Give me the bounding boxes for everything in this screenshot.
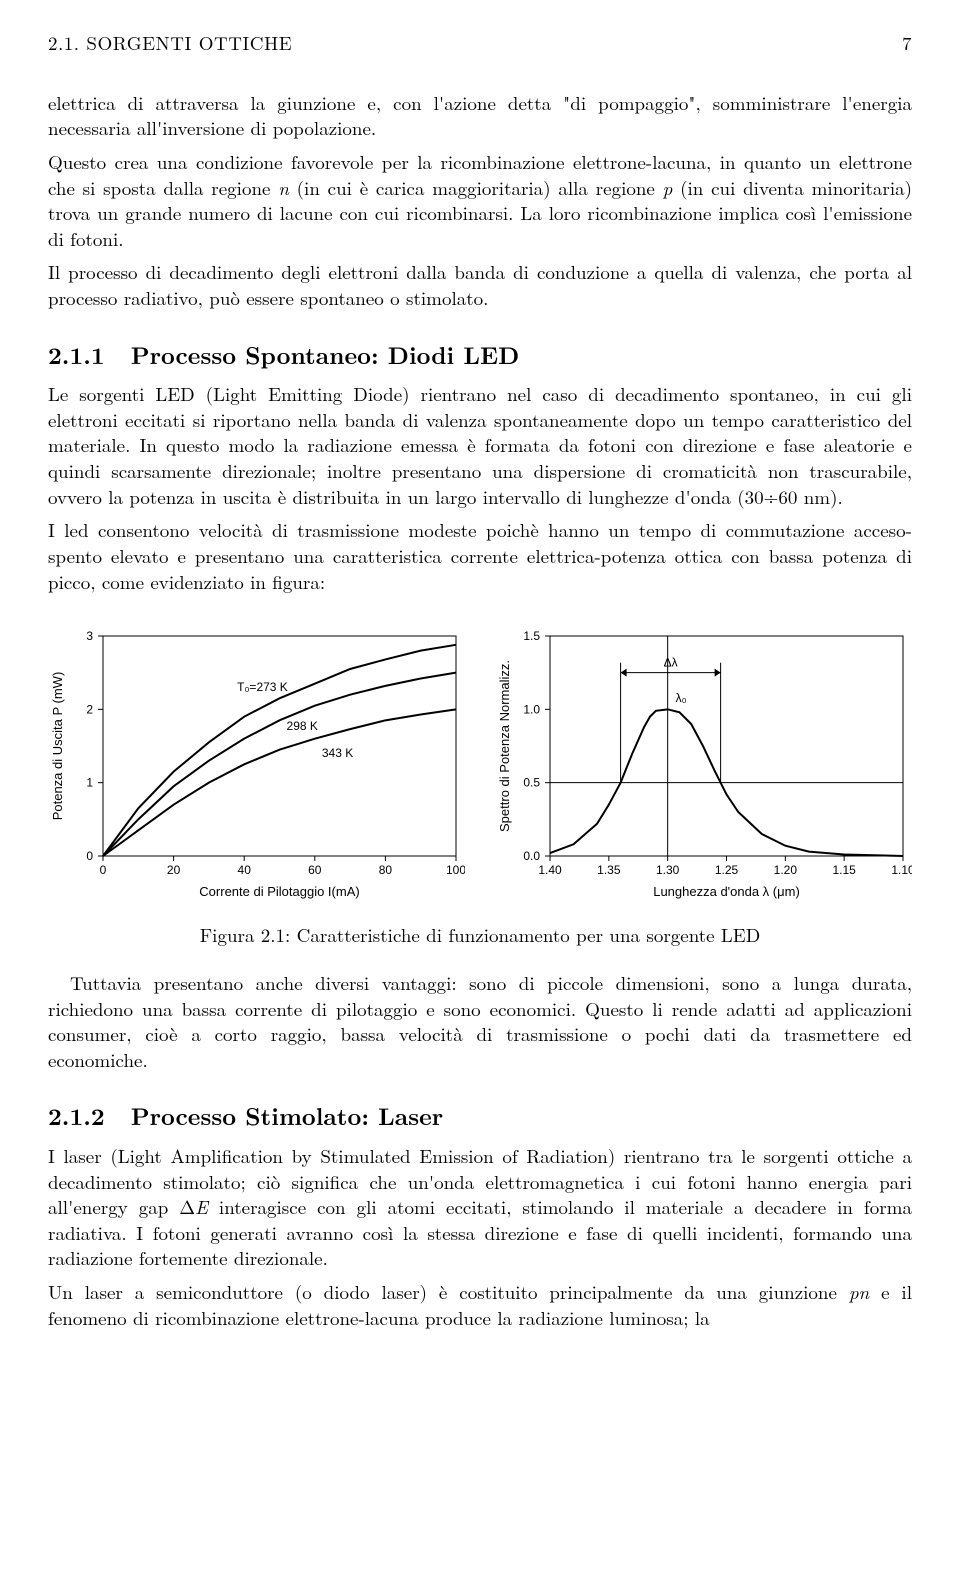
header-section: 2.1. SORGENTI OTTICHE <box>48 30 292 56</box>
svg-text:Δλ: Δλ <box>664 656 678 670</box>
para-2-1-1-a: Le sorgenti LED (Light Emitting Diode) r… <box>48 381 912 509</box>
figure-2-1: 0 20 40 60 80 100 0 1 2 3 Corrente di Pilotaggio I… <box>48 624 912 904</box>
svg-text:T₀=273 K: T₀=273 K <box>237 680 288 694</box>
svg-text:1: 1 <box>86 776 93 790</box>
svg-text:Corrente di Pilotaggio I(mA): Corrente di Pilotaggio I(mA) <box>199 884 359 899</box>
figure-caption: Figura 2.1: Caratteristiche di funzionam… <box>48 922 912 948</box>
svg-text:0.5: 0.5 <box>523 776 540 790</box>
chart-spectrum: 1.40 1.35 1.30 1.25 1.20 1.15 1.10 0.0 0.5 1.0 1.5… <box>495 624 912 904</box>
svg-text:0.0: 0.0 <box>523 849 540 863</box>
svg-text:1.20: 1.20 <box>774 863 798 877</box>
svg-text:1.15: 1.15 <box>832 863 856 877</box>
heading-number: 2.1.1 <box>48 339 105 371</box>
svg-text:3: 3 <box>86 629 93 643</box>
heading-2-1-2: 2.1.2 Processo Stimolato: Laser <box>48 1100 912 1132</box>
svg-text:Potenza di Uscita P (mW): Potenza di Uscita P (mW) <box>50 672 65 821</box>
svg-text:1.0: 1.0 <box>523 703 540 717</box>
page-header: 2.1. SORGENTI OTTICHE 7 <box>48 30 912 56</box>
svg-text:1.10: 1.10 <box>891 863 912 877</box>
heading-title: Processo Spontaneo: Diodi LED <box>131 339 520 371</box>
svg-text:298 K: 298 K <box>287 719 318 733</box>
svg-text:60: 60 <box>308 863 322 877</box>
para-intro-1: elettrica di attraversa la giunzione e, … <box>48 90 912 141</box>
heading-title: Processo Stimolato: Laser <box>131 1100 443 1132</box>
svg-text:Lunghezza d'onda λ (μm): Lunghezza d'onda λ (μm) <box>653 884 800 899</box>
svg-text:2: 2 <box>86 703 93 717</box>
svg-text:343 K: 343 K <box>322 746 353 760</box>
chart-power-vs-current: 0 20 40 60 80 100 0 1 2 3 Corrente di Pilotaggio I… <box>48 624 465 904</box>
page-number: 7 <box>902 30 912 56</box>
svg-text:1.35: 1.35 <box>597 863 621 877</box>
heading-2-1-1: 2.1.1 Processo Spontaneo: Diodi LED <box>48 339 912 371</box>
svg-text:1.5: 1.5 <box>523 629 540 643</box>
para-after-fig: Tuttavia presentano anche diversi vantag… <box>48 970 912 1073</box>
svg-text:40: 40 <box>238 863 252 877</box>
svg-text:20: 20 <box>167 863 181 877</box>
para-2-1-1-b: I led consentono velocità di trasmission… <box>48 517 912 594</box>
svg-text:λ₀: λ₀ <box>676 691 687 705</box>
svg-text:1.25: 1.25 <box>715 863 739 877</box>
para-intro-3: Il processo di decadimento degli elettro… <box>48 259 912 310</box>
para-intro-2: Questo crea una condizione favorevole pe… <box>48 149 912 252</box>
svg-text:1.30: 1.30 <box>656 863 680 877</box>
para-2-1-2-b: Un laser a semiconduttore (o diodo laser… <box>48 1279 912 1330</box>
svg-text:0: 0 <box>100 863 107 877</box>
svg-text:1.40: 1.40 <box>538 863 562 877</box>
svg-text:0: 0 <box>86 849 93 863</box>
heading-number: 2.1.2 <box>48 1100 105 1132</box>
svg-text:100: 100 <box>446 863 465 877</box>
para-2-1-2-a: I laser (Light Amplification by Stimulat… <box>48 1143 912 1271</box>
svg-text:Spettro di Potenza Normalizz.: Spettro di Potenza Normalizz. <box>497 660 512 832</box>
svg-text:80: 80 <box>379 863 393 877</box>
